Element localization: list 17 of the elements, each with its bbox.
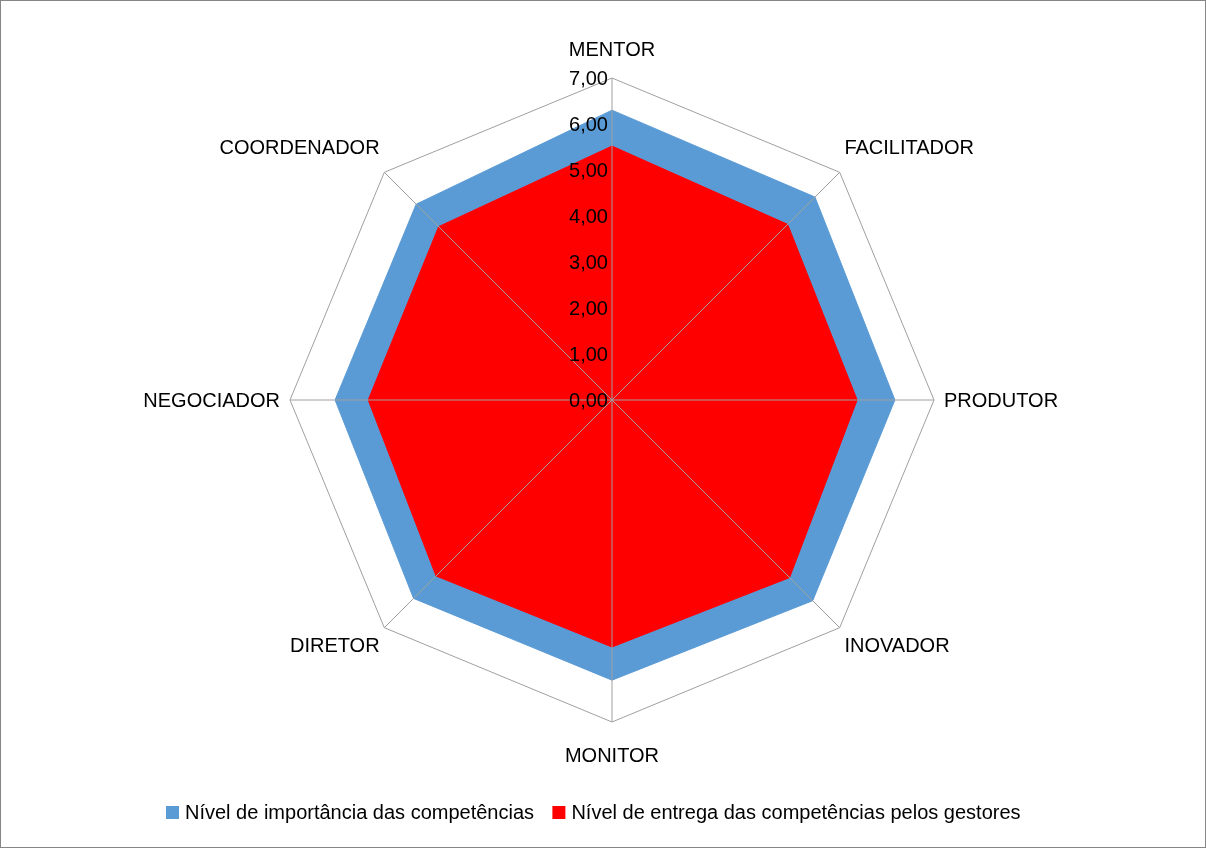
- y-tick-label: 3,00: [569, 251, 608, 273]
- spoke-label: MONITOR: [564, 744, 660, 766]
- spoke-label: MENTOR: [568, 38, 656, 60]
- spoke-label: INOVADOR: [844, 634, 950, 657]
- y-tick-label: 2,00: [569, 297, 608, 319]
- spoke-label: NEGOCIADOR: [143, 389, 280, 411]
- spoke-label: FACILITADOR: [844, 135, 975, 158]
- spoke-label: DIRETOR: [289, 634, 380, 657]
- y-tick-label: 7,00: [569, 67, 608, 89]
- spoke-label: COORDENADOR: [219, 135, 380, 158]
- legend-label: Nível de importância das competências: [185, 801, 535, 823]
- y-tick-label: 4,00: [569, 205, 608, 227]
- y-tick-label: 0,00: [569, 389, 608, 411]
- legend-label: Nível de entrega das competências pelos gestores: [571, 801, 1021, 823]
- y-tick-label: 1,00: [569, 343, 608, 365]
- spoke-label: PRODUTOR: [944, 389, 1059, 411]
- y-tick-label: 5,00: [569, 159, 608, 181]
